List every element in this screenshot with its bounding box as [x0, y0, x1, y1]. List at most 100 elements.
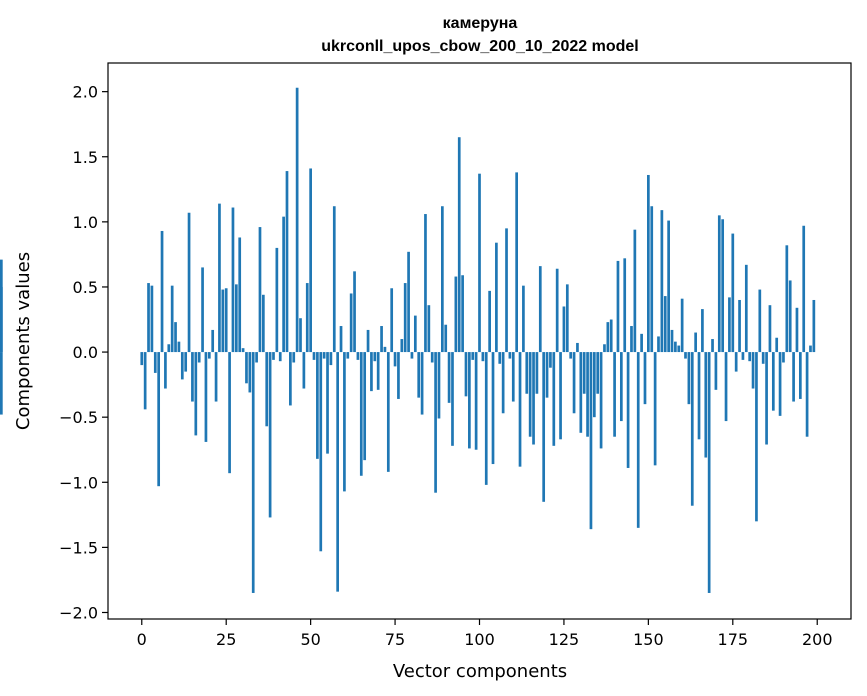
- bar: [316, 352, 319, 459]
- y-tick-label: −1.0: [59, 473, 98, 492]
- x-tick-label: 125: [549, 630, 580, 649]
- bar: [255, 352, 258, 363]
- bar: [218, 203, 221, 353]
- bar: [643, 352, 647, 405]
- bar: [488, 290, 491, 353]
- bar: [400, 339, 404, 353]
- bar: [761, 352, 765, 364]
- bar: [366, 329, 370, 353]
- bar: [532, 352, 535, 445]
- bar: [329, 352, 333, 366]
- bar: [245, 352, 248, 384]
- bar: [717, 215, 721, 353]
- bar: [285, 171, 289, 353]
- bar: [501, 352, 505, 414]
- bar: [728, 297, 731, 353]
- bar: [741, 352, 745, 360]
- bar: [542, 352, 546, 502]
- bar: [434, 352, 437, 493]
- bar: [565, 284, 569, 353]
- chart-subtitle: ukrconll_upos_cbow_200_10_2022 model: [321, 38, 638, 55]
- bar: [474, 352, 478, 450]
- bar: [788, 280, 792, 353]
- bar: [586, 352, 589, 437]
- bar: [353, 271, 356, 353]
- bar: [356, 352, 360, 360]
- bar: [802, 225, 806, 353]
- bar: [616, 260, 620, 353]
- bar: [332, 206, 336, 353]
- bar: [376, 352, 380, 390]
- bar: [194, 352, 198, 436]
- bar: [738, 299, 741, 353]
- bar: [471, 352, 475, 360]
- bar: [241, 348, 245, 353]
- x-tick-label: 200: [802, 630, 833, 649]
- y-tick-label: 0.5: [73, 278, 98, 297]
- bar: [211, 329, 215, 353]
- bar: [164, 352, 167, 389]
- bar: [397, 352, 400, 399]
- chart-title: камеруна: [443, 15, 518, 32]
- bar: [795, 307, 799, 353]
- x-tick-label: 50: [300, 630, 320, 649]
- bar: [495, 242, 498, 353]
- x-tick-label: 75: [385, 630, 405, 649]
- y-tick-label: 2.0: [73, 83, 98, 102]
- bar: [336, 352, 339, 592]
- bar: [167, 344, 171, 353]
- bar: [461, 275, 464, 353]
- bar: [711, 339, 714, 353]
- bar: [184, 352, 188, 372]
- bar: [623, 258, 627, 353]
- bar: [535, 352, 539, 394]
- bar: [562, 306, 566, 353]
- bar: [157, 352, 161, 487]
- bar: [775, 337, 779, 353]
- bar: [552, 352, 556, 446]
- bar: [498, 352, 502, 364]
- bar: [444, 324, 448, 353]
- bar: [359, 352, 363, 476]
- bar: [150, 285, 154, 353]
- bar: [447, 352, 451, 403]
- bar: [525, 352, 529, 394]
- bar: [768, 305, 772, 353]
- bar: [677, 345, 681, 353]
- bar: [596, 352, 600, 394]
- bar: [312, 352, 316, 360]
- bar: [613, 352, 616, 437]
- bar: [248, 352, 252, 393]
- bar: [180, 352, 184, 380]
- bar: [403, 283, 407, 353]
- bar: [576, 342, 579, 353]
- bar: [734, 352, 738, 372]
- bar: [140, 352, 144, 366]
- y-tick-label: 0.0: [73, 343, 98, 362]
- bar: [545, 352, 549, 398]
- bar: [234, 284, 238, 353]
- bar: [191, 352, 194, 402]
- bar: [582, 352, 586, 394]
- bar: [782, 352, 785, 363]
- bar: [343, 352, 346, 492]
- bar: [626, 352, 630, 468]
- bar: [538, 266, 542, 353]
- bar: [464, 352, 468, 397]
- y-tick-label: −0.5: [59, 408, 98, 427]
- bar: [798, 352, 802, 399]
- bar: [707, 352, 711, 593]
- y-tick-label: 1.5: [73, 148, 98, 167]
- bar: [758, 289, 762, 353]
- bar: [697, 352, 701, 440]
- bar: [701, 309, 704, 353]
- bar: [609, 319, 613, 353]
- bar: [765, 352, 768, 445]
- bar: [724, 352, 728, 422]
- bar: [478, 173, 481, 353]
- bar: [339, 326, 343, 353]
- bar: [430, 352, 434, 363]
- bar: [481, 352, 485, 362]
- bar: [653, 352, 657, 466]
- bar: [346, 352, 350, 359]
